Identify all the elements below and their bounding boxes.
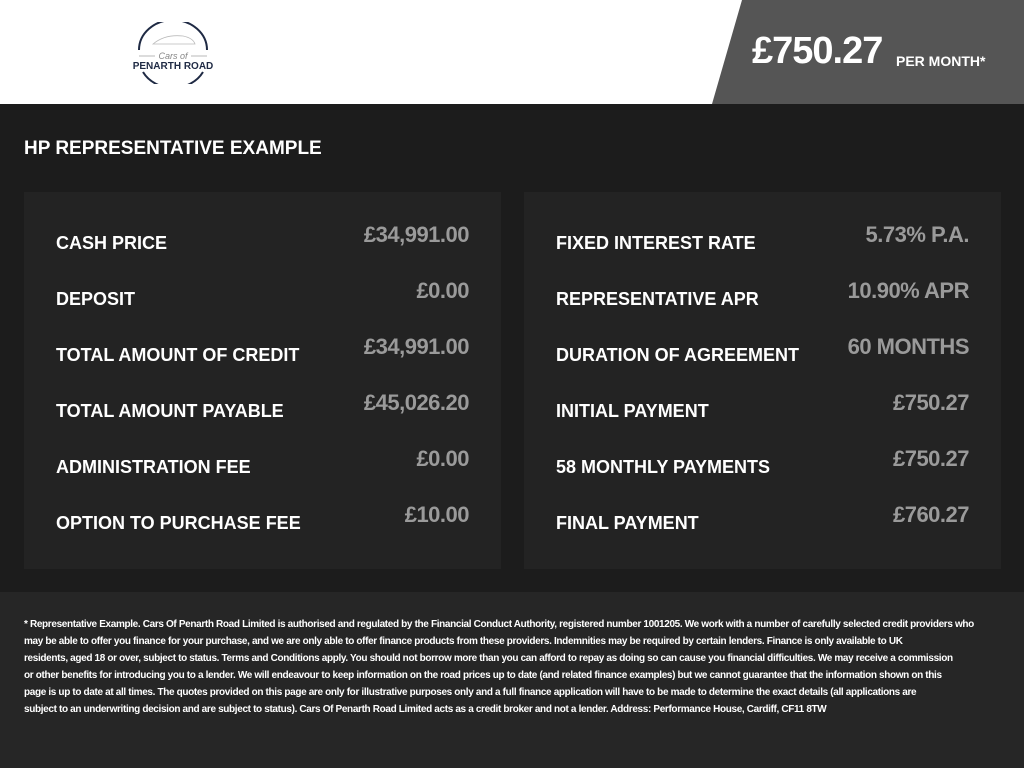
- finance-row: FINAL PAYMENT £760.27: [556, 502, 970, 534]
- row-value: £0.00: [416, 446, 469, 471]
- monthly-price: £750.27: [752, 30, 883, 72]
- svg-text:PENARTH ROAD: PENARTH ROAD: [133, 61, 213, 72]
- row-label: OPTION TO PURCHASE FEE: [56, 513, 301, 533]
- finance-row: INITIAL PAYMENT £750.27: [556, 390, 970, 422]
- row-value: £45,026.20: [363, 390, 470, 415]
- row-value: £34,991.00: [363, 222, 470, 247]
- svg-text:Cars of: Cars of: [158, 51, 189, 61]
- section-title: HP REPRESENTATIVE EXAMPLE: [24, 138, 322, 159]
- disclaimer-line: may be able to offer you finance for you…: [24, 636, 903, 647]
- finance-details-right: FIXED INTEREST RATE 5.73% P.A. REPRESENTAT…: [524, 192, 1001, 569]
- row-label: 58 MONTHLY PAYMENTS: [556, 457, 771, 477]
- disclaimer-line: or other benefits for introducing you to…: [24, 670, 942, 681]
- finance-details-left: CASH PRICE £34,991.00 DEPOSIT £0.00 TOTAL AM…: [24, 192, 501, 569]
- disclaimer-line: subject to an underwriting decision and …: [24, 704, 827, 715]
- row-value: £10.00: [404, 502, 470, 527]
- row-value: £760.27: [892, 502, 970, 527]
- finance-row: FIXED INTEREST RATE 5.73% P.A.: [556, 222, 970, 254]
- row-value: £34,991.00: [363, 334, 470, 359]
- row-value: £750.27: [892, 446, 970, 471]
- disclaimer: * Representative Example. Cars Of Penart…: [24, 616, 974, 718]
- row-value: 60 MONTHS: [847, 334, 970, 359]
- finance-row: OPTION TO PURCHASE FEE £10.00: [56, 502, 470, 534]
- row-label: DURATION OF AGREEMENT: [556, 345, 799, 365]
- finance-row: DEPOSIT £0.00: [56, 278, 469, 310]
- row-value: 5.73% P.A.: [865, 222, 970, 247]
- row-label: ADMINISTRATION FEE: [56, 457, 251, 477]
- header: Cars of PENARTH ROAD £750.27 PER MONTH*: [0, 0, 1024, 104]
- logo[interactable]: Cars of PENARTH ROAD: [133, 19, 213, 89]
- row-value: £750.27: [892, 390, 970, 415]
- row-label: DEPOSIT: [56, 289, 136, 309]
- finance-row: ADMINISTRATION FEE £0.00: [56, 446, 469, 478]
- disclaimer-line: residents, aged 18 or over, subject to s…: [24, 653, 953, 664]
- row-value: £0.00: [416, 278, 469, 303]
- row-label: REPRESENTATIVE APR: [556, 289, 759, 309]
- per-month-label: PER MONTH*: [896, 53, 986, 69]
- price-panel: [712, 0, 1024, 104]
- finance-row: 58 MONTHLY PAYMENTS £750.27: [556, 446, 970, 478]
- footer: [0, 592, 1024, 768]
- row-label: INITIAL PAYMENT: [556, 401, 709, 421]
- finance-row: REPRESENTATIVE APR 10.90% APR: [556, 278, 970, 310]
- finance-row: CASH PRICE £34,991.00: [56, 222, 470, 254]
- row-label: FINAL PAYMENT: [556, 513, 699, 533]
- finance-row: TOTAL AMOUNT OF CREDIT £34,991.00: [56, 334, 470, 366]
- disclaimer-line: page is up to date at all times. The quo…: [24, 687, 917, 698]
- logo-emblem-icon: Cars of PENARTH ROAD: [133, 19, 213, 89]
- row-label: CASH PRICE: [56, 233, 168, 253]
- disclaimer-line: * Representative Example. Cars Of Penart…: [24, 619, 974, 630]
- finance-row: TOTAL AMOUNT PAYABLE £45,026.20: [56, 390, 470, 422]
- finance-row: DURATION OF AGREEMENT 60 MONTHS: [556, 334, 970, 366]
- row-label: FIXED INTEREST RATE: [556, 233, 756, 253]
- row-label: TOTAL AMOUNT PAYABLE: [56, 401, 284, 421]
- row-value: 10.90% APR: [847, 278, 970, 303]
- row-label: TOTAL AMOUNT OF CREDIT: [56, 345, 300, 365]
